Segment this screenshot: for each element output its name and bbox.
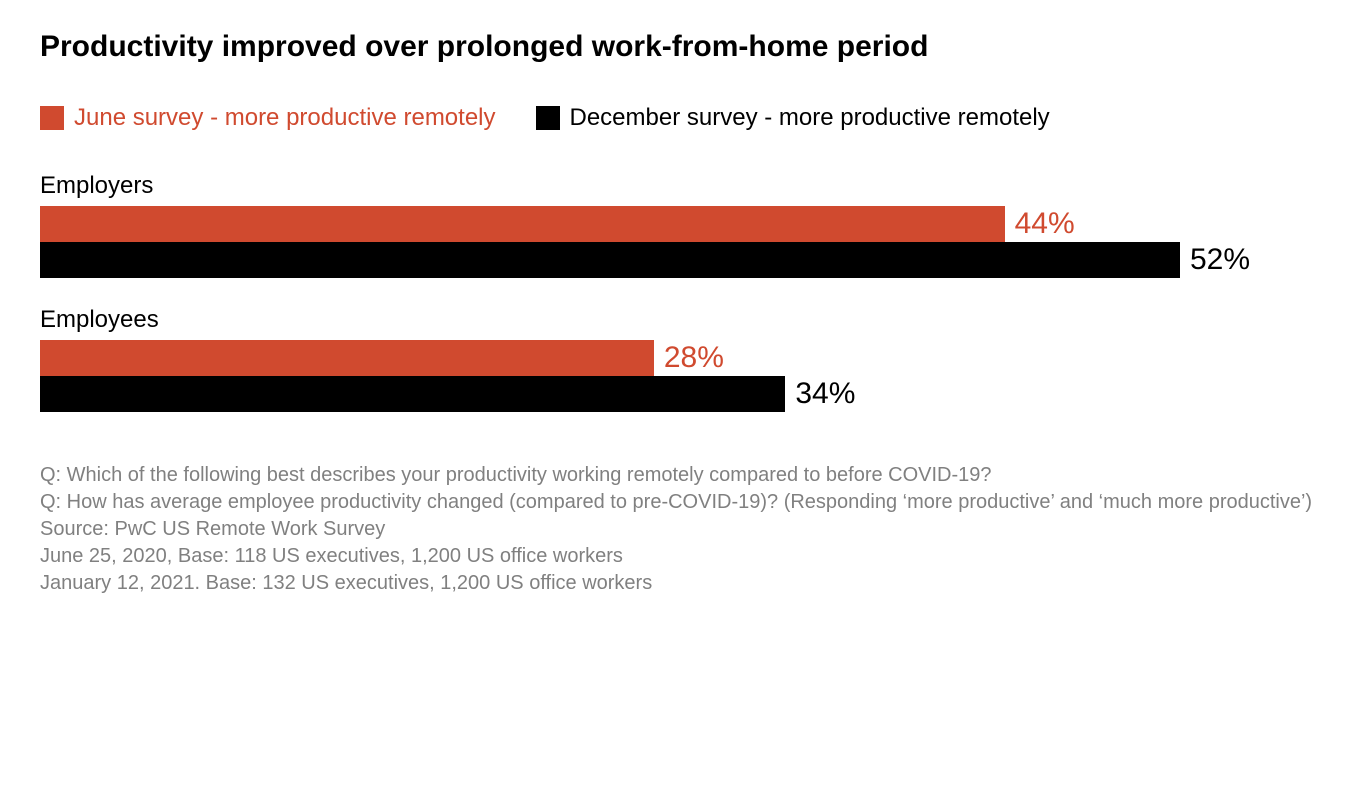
legend-swatch: [536, 106, 560, 130]
bar-value-label: 28%: [664, 341, 724, 375]
group-label: Employees: [40, 306, 1332, 334]
bar-value-label: 34%: [795, 377, 855, 411]
group-label: Employers: [40, 172, 1332, 200]
legend-label: June survey - more productive remotely: [74, 104, 496, 132]
bar: [40, 206, 1005, 242]
bar: [40, 242, 1180, 278]
bar-row: 34%: [40, 376, 1332, 412]
legend: June survey - more productive remotely De…: [40, 104, 1332, 132]
bar-value-label: 44%: [1015, 207, 1075, 241]
bar-row: 52%: [40, 242, 1332, 278]
footer-line: Q: How has average employee productivity…: [40, 489, 1332, 516]
legend-swatch: [40, 106, 64, 130]
bar-value-label: 52%: [1190, 243, 1250, 277]
legend-item: December survey - more productive remote…: [536, 104, 1050, 132]
bar: [40, 376, 785, 412]
bar-group: Employees 28% 34%: [40, 306, 1332, 412]
bar: [40, 340, 654, 376]
footer-line: Q: Which of the following best describes…: [40, 462, 1332, 489]
bar-row: 28%: [40, 340, 1332, 376]
bar-group: Employers 44% 52%: [40, 172, 1332, 278]
footer-line: Source: PwC US Remote Work Survey: [40, 516, 1332, 543]
footer-notes: Q: Which of the following best describes…: [40, 462, 1332, 597]
legend-label: December survey - more productive remote…: [570, 104, 1050, 132]
bar-chart: Employers 44% 52% Employees 28% 34%: [40, 172, 1332, 412]
legend-item: June survey - more productive remotely: [40, 104, 496, 132]
footer-line: January 12, 2021. Base: 132 US executive…: [40, 570, 1332, 597]
bar-row: 44%: [40, 206, 1332, 242]
chart-title: Productivity improved over prolonged wor…: [40, 30, 1332, 64]
footer-line: June 25, 2020, Base: 118 US executives, …: [40, 543, 1332, 570]
